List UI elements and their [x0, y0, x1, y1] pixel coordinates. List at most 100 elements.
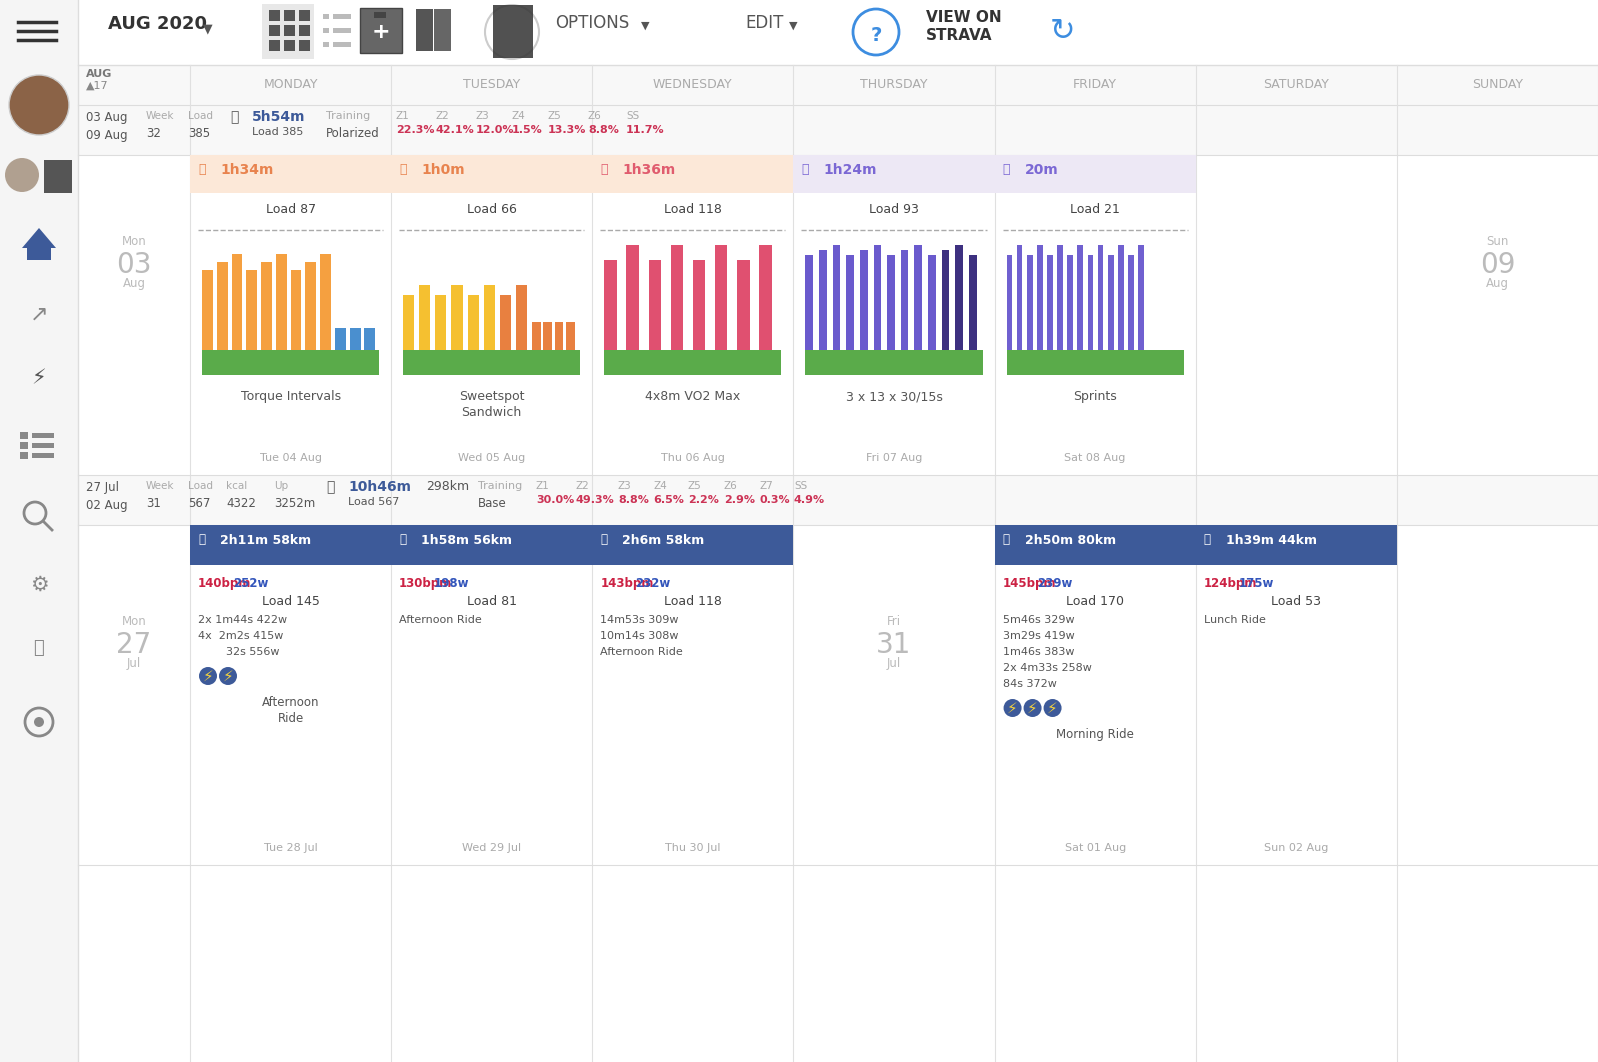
Text: Aug: Aug [1486, 277, 1509, 290]
Text: VIEW ON: VIEW ON [925, 10, 1002, 25]
Bar [452, 285, 462, 350]
Text: 20m: 20m [1024, 162, 1058, 177]
Bar [21, 452, 29, 459]
Text: 2x 4m33s 258w: 2x 4m33s 258w [1002, 663, 1091, 673]
Bar [350, 328, 361, 350]
Text: 3 x 13 x 30/15s: 3 x 13 x 30/15s [845, 390, 943, 402]
Bar [968, 255, 976, 350]
Text: Training: Training [326, 112, 371, 121]
Circle shape [5, 158, 38, 192]
Text: Load 66: Load 66 [467, 203, 516, 216]
Text: 13.3%: 13.3% [548, 125, 586, 135]
Text: 22.3%: 22.3% [396, 125, 435, 135]
Text: Sat 08 Aug: Sat 08 Aug [1064, 453, 1127, 463]
Bar [532, 322, 540, 350]
Text: 🚴: 🚴 [230, 110, 238, 124]
Bar [0, 0, 78, 1062]
Bar [232, 254, 243, 350]
Text: 567: 567 [189, 497, 211, 510]
Text: OPTIONS: OPTIONS [555, 14, 630, 32]
Circle shape [34, 717, 45, 727]
Text: Sweetspot
Sandwich: Sweetspot Sandwich [459, 390, 524, 419]
Text: 🚴: 🚴 [198, 533, 205, 546]
Bar [268, 40, 280, 51]
Text: Sprints: Sprints [1074, 390, 1117, 402]
Bar [21, 442, 29, 449]
Bar [323, 28, 329, 33]
Text: 1h58m 56km: 1h58m 56km [422, 534, 511, 547]
Bar [500, 295, 511, 350]
Text: ▼: ▼ [203, 22, 213, 35]
Text: 3252m: 3252m [273, 497, 315, 510]
Text: 2h6m 58km: 2h6m 58km [622, 534, 705, 547]
Circle shape [200, 667, 217, 685]
Bar [32, 433, 54, 438]
Bar [332, 42, 352, 47]
Text: Tue 04 Aug: Tue 04 Aug [259, 453, 321, 463]
Text: ⚡: ⚡ [203, 669, 214, 684]
Text: 0.3%: 0.3% [761, 495, 791, 506]
Bar [887, 255, 895, 350]
Text: ⚡: ⚡ [1007, 701, 1018, 716]
Bar [593, 525, 794, 565]
Text: 2h50m 80km: 2h50m 80km [1024, 534, 1115, 547]
Text: 1h34m: 1h34m [221, 162, 273, 177]
Text: 02 Aug: 02 Aug [86, 499, 128, 512]
Bar [1107, 255, 1114, 350]
Bar [759, 245, 772, 350]
Text: 5m46s 329w: 5m46s 329w [1002, 615, 1074, 626]
Circle shape [486, 5, 539, 59]
Bar [305, 262, 316, 350]
Bar [1058, 245, 1063, 350]
Circle shape [10, 75, 69, 135]
Bar [516, 285, 527, 350]
Bar [714, 245, 727, 350]
Text: Wed 29 Jul: Wed 29 Jul [462, 843, 521, 853]
Text: Z5: Z5 [548, 112, 562, 121]
Text: Load 118: Load 118 [663, 595, 722, 609]
Bar [1037, 245, 1042, 350]
Bar [284, 40, 296, 51]
Bar [649, 260, 662, 350]
Text: 175w: 175w [1238, 577, 1274, 590]
Text: 1h36m: 1h36m [622, 162, 676, 177]
Text: 09 Aug: 09 Aug [86, 129, 128, 142]
Bar [217, 262, 227, 350]
Circle shape [853, 8, 900, 55]
Text: ⚙: ⚙ [30, 575, 48, 595]
Text: 232w: 232w [634, 577, 670, 590]
Bar [543, 322, 551, 350]
Text: ↗: ↗ [30, 305, 48, 325]
Text: Load 21: Load 21 [1071, 203, 1120, 216]
Text: Load 87: Load 87 [265, 203, 316, 216]
Circle shape [1004, 699, 1021, 717]
Text: 298km: 298km [427, 480, 470, 493]
Text: Load 145: Load 145 [262, 595, 320, 609]
Text: Z3: Z3 [618, 481, 631, 491]
Bar [412, 5, 459, 58]
Bar [694, 260, 705, 350]
Text: 💬: 💬 [34, 639, 45, 657]
Bar [833, 245, 841, 350]
Text: 8.8%: 8.8% [618, 495, 649, 506]
Text: 2.2%: 2.2% [689, 495, 719, 506]
Bar [874, 245, 880, 350]
Bar [604, 260, 617, 350]
Bar [1195, 525, 1397, 565]
Text: Load 93: Load 93 [869, 203, 919, 216]
Text: THURSDAY: THURSDAY [860, 78, 928, 91]
Text: Sat 01 Aug: Sat 01 Aug [1064, 843, 1125, 853]
Text: 10h46m: 10h46m [348, 480, 411, 494]
Text: 6.5%: 6.5% [654, 495, 684, 506]
Text: 27 Jul: 27 Jul [86, 481, 118, 494]
Text: ▼: ▼ [789, 21, 797, 31]
Text: Wed 05 Aug: Wed 05 Aug [459, 453, 526, 463]
Text: Afternoon Ride: Afternoon Ride [601, 647, 682, 657]
Text: Fri: Fri [887, 615, 901, 628]
Text: Z5: Z5 [689, 481, 702, 491]
Bar [284, 25, 296, 36]
Text: 42.1%: 42.1% [436, 125, 475, 135]
Text: 1.5%: 1.5% [511, 125, 543, 135]
Text: Z2: Z2 [436, 112, 449, 121]
Text: kcal: kcal [225, 481, 248, 491]
